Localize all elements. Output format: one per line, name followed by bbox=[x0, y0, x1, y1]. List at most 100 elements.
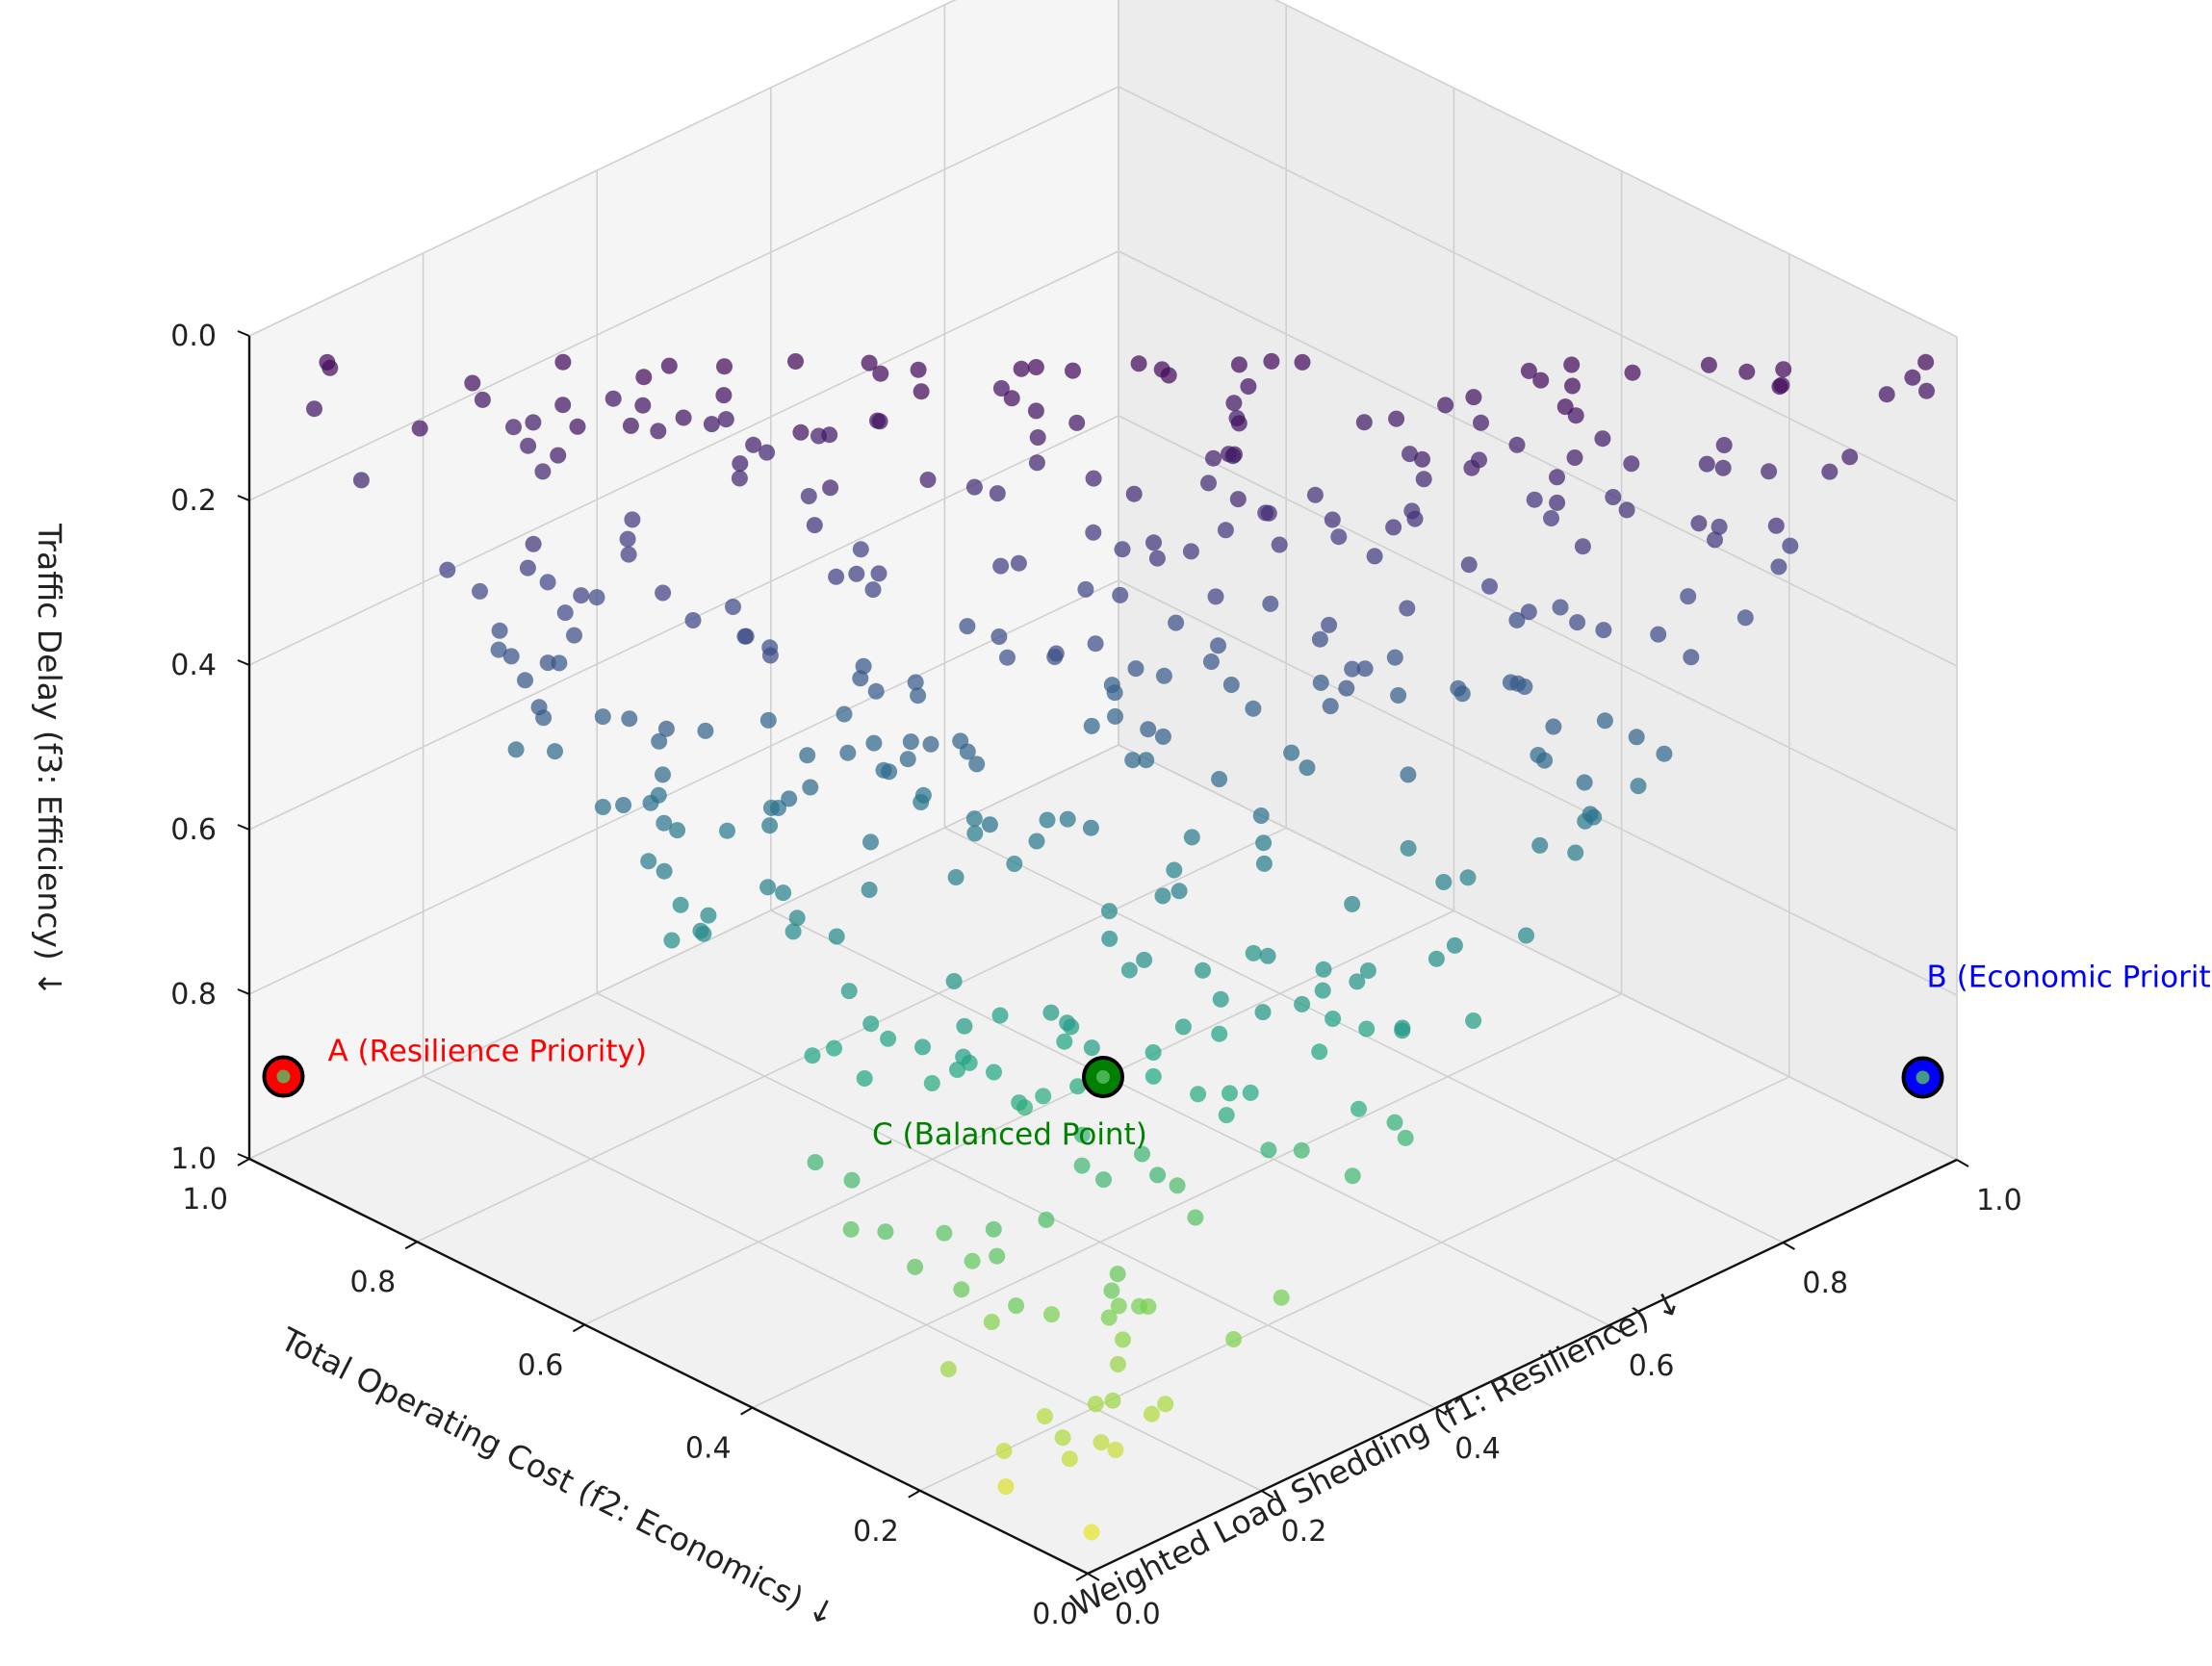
scatter-point bbox=[1260, 504, 1277, 522]
scatter-point bbox=[1314, 982, 1331, 999]
scatter-point bbox=[657, 720, 675, 737]
scatter-point bbox=[1567, 844, 1584, 861]
scatter-point bbox=[914, 1038, 931, 1056]
scatter-point bbox=[539, 574, 556, 591]
scatter-point bbox=[1140, 721, 1157, 738]
scatter-point bbox=[715, 387, 733, 404]
scatter-point bbox=[959, 618, 976, 635]
scatter-point bbox=[1569, 614, 1586, 631]
scatter-point bbox=[1415, 471, 1432, 488]
scatter-point bbox=[983, 1314, 1000, 1330]
z-tick-label: 1.0 bbox=[170, 1142, 217, 1176]
scatter-point bbox=[1294, 353, 1311, 371]
scatter-point bbox=[1271, 536, 1288, 553]
grid-line bbox=[596, 992, 1436, 1409]
grid-line bbox=[248, 579, 1119, 995]
scatter-point bbox=[856, 1070, 873, 1087]
scatter-point bbox=[1218, 1107, 1235, 1124]
scatter-point bbox=[1101, 930, 1119, 947]
scatter-point bbox=[1543, 510, 1559, 526]
scatter-point bbox=[1549, 469, 1565, 486]
floor-pane bbox=[249, 745, 1957, 1574]
scatter-point bbox=[761, 647, 779, 664]
scatter-point bbox=[864, 581, 882, 599]
scatter-point bbox=[716, 358, 733, 375]
scatter-point bbox=[862, 1015, 880, 1033]
scatter-point bbox=[1069, 1078, 1087, 1095]
scatter-point bbox=[995, 1443, 1013, 1459]
data-points bbox=[306, 352, 1935, 1541]
scatter-point bbox=[1245, 944, 1262, 961]
scatter-point bbox=[1010, 554, 1027, 572]
scatter-point bbox=[762, 799, 780, 816]
scatter-point bbox=[968, 756, 986, 773]
scatter-point bbox=[1077, 580, 1094, 598]
scatter-point bbox=[1073, 1126, 1091, 1143]
scatter-point bbox=[651, 732, 668, 750]
highlight-point-core bbox=[1916, 1070, 1930, 1085]
scatter-point bbox=[836, 705, 853, 723]
scatter-point bbox=[1563, 356, 1581, 373]
scatter-point bbox=[907, 1258, 924, 1275]
scatter-point bbox=[839, 744, 857, 761]
y-tick-label: 0.8 bbox=[349, 1266, 396, 1299]
scatter-point bbox=[556, 604, 574, 622]
scatter-point bbox=[907, 674, 924, 691]
highlight-point-core bbox=[276, 1069, 291, 1084]
z-tick-label: 0.8 bbox=[170, 978, 217, 1012]
scatter-point bbox=[799, 747, 816, 764]
scatter-point bbox=[621, 710, 638, 728]
y-tick bbox=[237, 1158, 250, 1166]
scatter-point bbox=[1149, 1166, 1167, 1184]
scatter-point bbox=[573, 587, 590, 604]
scatter-point bbox=[981, 816, 998, 833]
scatter-point bbox=[1210, 637, 1226, 654]
scatter-point bbox=[1093, 1434, 1110, 1451]
scatter-point bbox=[1446, 936, 1463, 954]
scatter-point bbox=[1029, 429, 1046, 446]
scatter-point bbox=[1212, 990, 1229, 1008]
y-tick bbox=[572, 1323, 585, 1333]
scatter-point bbox=[1322, 698, 1339, 715]
scatter-point bbox=[1042, 1004, 1060, 1021]
scatter-point bbox=[1358, 1020, 1376, 1038]
scatter-point bbox=[594, 799, 611, 815]
scatter-point bbox=[913, 794, 930, 810]
scatter-point bbox=[474, 391, 491, 408]
scatter-point bbox=[566, 627, 582, 644]
scatter-point bbox=[1263, 352, 1280, 370]
scatter-point bbox=[1182, 543, 1199, 560]
scatter-point bbox=[1230, 415, 1247, 432]
scatter-point bbox=[1435, 874, 1453, 890]
scatter-point bbox=[642, 794, 659, 811]
scatter-point bbox=[949, 1062, 965, 1078]
z-tick-label: 0.0 bbox=[170, 320, 217, 353]
scatter-point bbox=[1063, 1018, 1080, 1036]
scatter-point bbox=[1035, 1088, 1052, 1105]
scatter-point bbox=[1582, 806, 1599, 823]
scatter-point bbox=[870, 565, 887, 582]
scatter-point bbox=[1087, 1396, 1104, 1413]
axis-ticks: 0.0 0.2 0.4 0.6 0.8 1.0 0.0 0.2 0.4 0.6 0.8 1.0 0.0 0… bbox=[170, 320, 2021, 1631]
z-tick-label: 0.4 bbox=[170, 649, 217, 682]
scatter-point bbox=[1229, 491, 1247, 508]
scatter-point bbox=[991, 1007, 1009, 1024]
scatter-point bbox=[1707, 531, 1723, 549]
scatter-point bbox=[1767, 517, 1785, 534]
scatter-point bbox=[1312, 674, 1329, 691]
scatter-point bbox=[787, 353, 804, 370]
scatter-point bbox=[1145, 534, 1162, 551]
scatter-point bbox=[1450, 679, 1467, 697]
scatter-point bbox=[1311, 1043, 1328, 1061]
scatter-point bbox=[956, 1017, 973, 1035]
scatter-point bbox=[1344, 1167, 1361, 1185]
scatter-point bbox=[1100, 1309, 1118, 1326]
scatter-point bbox=[1183, 829, 1200, 846]
scatter-point bbox=[781, 790, 798, 807]
x-tick bbox=[1782, 1242, 1795, 1250]
scatter-point bbox=[554, 397, 572, 414]
scatter-point bbox=[989, 485, 1006, 502]
scatter-point bbox=[1083, 1524, 1100, 1541]
scatter-point bbox=[1761, 463, 1778, 480]
scatter-point bbox=[1595, 622, 1612, 639]
